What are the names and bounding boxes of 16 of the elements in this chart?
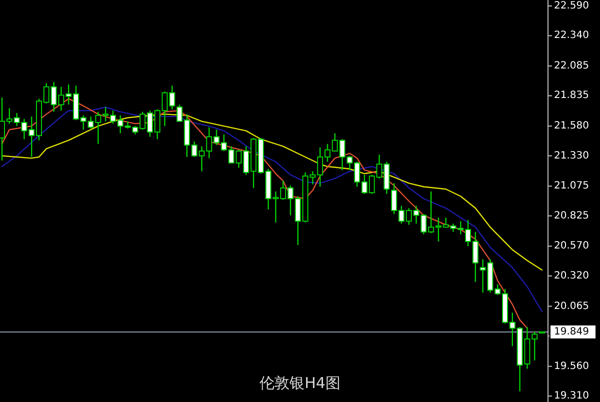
y-tick-label: 20.065 [554,300,589,312]
y-tick-label: 21.330 [554,150,589,162]
ref-line-label: 19.849 [554,326,589,338]
y-tick-label: 21.580 [554,120,589,132]
y-tick-label: 20.570 [554,240,589,252]
text: 伦敦银H4图 [260,374,340,392]
y-tick-label: 22.085 [554,60,589,72]
y-tick-label: 20.825 [554,210,589,222]
y-tick-label: 21.075 [554,180,589,192]
y-tick-label: 21.835 [554,90,589,102]
line-series [1,114,543,271]
y-tick-label: 22.590 [554,0,589,12]
y-tick-label: 19.560 [554,360,589,372]
y-tick-label: 19.310 [554,390,589,402]
y-tick-label: 22.340 [554,30,589,42]
y-tick-label: 20.320 [554,270,589,282]
